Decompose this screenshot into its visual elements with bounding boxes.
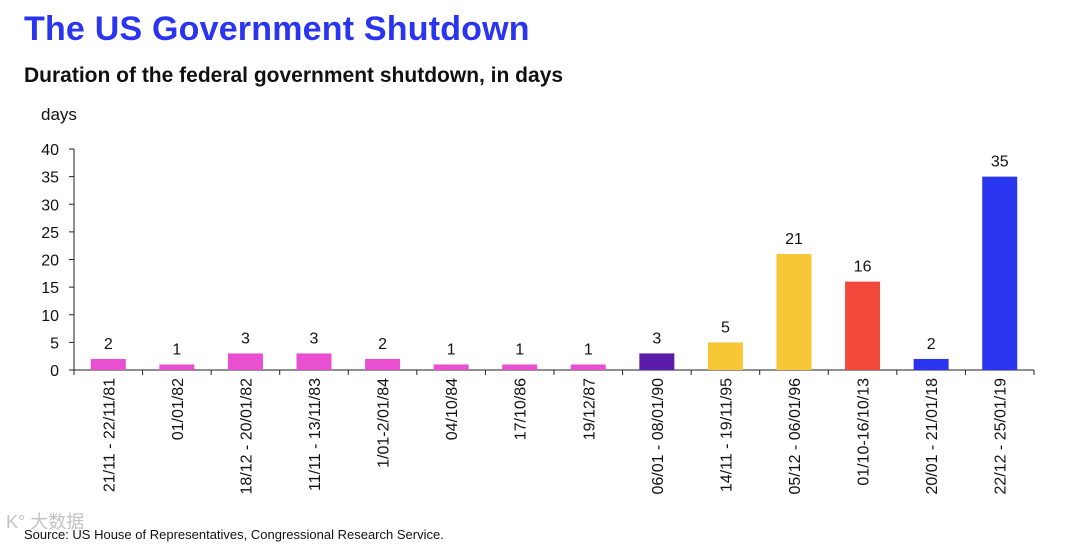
bar-value-label: 21 bbox=[785, 231, 803, 248]
bar-value-label: 3 bbox=[652, 330, 661, 347]
y-tick-label: 10 bbox=[41, 308, 59, 325]
y-tick-label: 15 bbox=[41, 280, 59, 297]
x-tick-label: 04/10/84 bbox=[444, 378, 461, 440]
bar bbox=[365, 358, 401, 370]
x-tick-label: 05/12 - 06/01/96 bbox=[787, 378, 804, 495]
bar bbox=[502, 364, 538, 370]
bar bbox=[433, 364, 469, 370]
x-tick-label: 01/10-16/10/13 bbox=[856, 378, 873, 486]
x-tick-label: 20/01 - 21/01/18 bbox=[924, 378, 941, 495]
bar bbox=[776, 253, 812, 370]
x-tick-label: 22/12 - 25/01/19 bbox=[993, 378, 1010, 495]
bar-value-label: 1 bbox=[584, 341, 593, 358]
chart-title: The US Government Shutdown bbox=[24, 10, 530, 48]
bar bbox=[570, 364, 606, 370]
bar-value-label: 16 bbox=[854, 259, 872, 276]
x-tick-label: 06/01 - 08/01/90 bbox=[650, 378, 667, 495]
bar bbox=[227, 353, 263, 370]
bar-value-label: 2 bbox=[378, 336, 387, 353]
bar-value-label: 3 bbox=[310, 330, 319, 347]
bar-value-label: 1 bbox=[172, 341, 181, 358]
x-tick-label: 17/10/86 bbox=[513, 378, 530, 440]
y-tick-label: 40 bbox=[41, 142, 59, 159]
x-tick-label: 1/01-2/01/84 bbox=[376, 378, 393, 468]
bar bbox=[90, 358, 126, 370]
x-tick-label: 19/12/87 bbox=[581, 378, 598, 440]
y-tick-label: 30 bbox=[41, 197, 59, 214]
x-tick-label: 01/01/82 bbox=[170, 378, 187, 440]
bar-value-label: 1 bbox=[447, 341, 456, 358]
chart-subtitle: Duration of the federal government shutd… bbox=[24, 64, 564, 87]
source-note: Source: US House of Representatives, Con… bbox=[24, 527, 444, 542]
y-tick-label: 20 bbox=[41, 253, 59, 270]
bar-value-label: 1 bbox=[515, 341, 524, 358]
bar-value-label: 2 bbox=[927, 336, 936, 353]
bar-value-label: 3 bbox=[241, 330, 250, 347]
y-tick-label: 25 bbox=[41, 225, 59, 242]
watermark-logo: K° 大数据 bbox=[6, 512, 85, 532]
x-tick-label: 18/12 - 20/01/82 bbox=[238, 378, 255, 495]
x-tick-label: 11/11 - 13/11/83 bbox=[307, 378, 324, 491]
bar bbox=[296, 353, 332, 370]
y-tick-label: 0 bbox=[50, 363, 59, 380]
x-tick-label: 21/11 - 22/11/81 bbox=[101, 378, 118, 492]
y-axis-label: days bbox=[41, 105, 77, 124]
bar-value-label: 35 bbox=[991, 154, 1009, 171]
bar-value-label: 5 bbox=[721, 319, 730, 336]
bar bbox=[639, 353, 675, 370]
x-tick-label: 14/11 - 19/11/95 bbox=[718, 378, 735, 492]
y-tick-label: 5 bbox=[50, 335, 59, 352]
bar bbox=[845, 281, 881, 370]
bar-value-label: 2 bbox=[104, 336, 113, 353]
bar bbox=[707, 342, 743, 370]
bar bbox=[982, 176, 1018, 370]
y-tick-label: 35 bbox=[41, 170, 59, 187]
bar bbox=[913, 358, 949, 370]
bar bbox=[159, 364, 195, 370]
